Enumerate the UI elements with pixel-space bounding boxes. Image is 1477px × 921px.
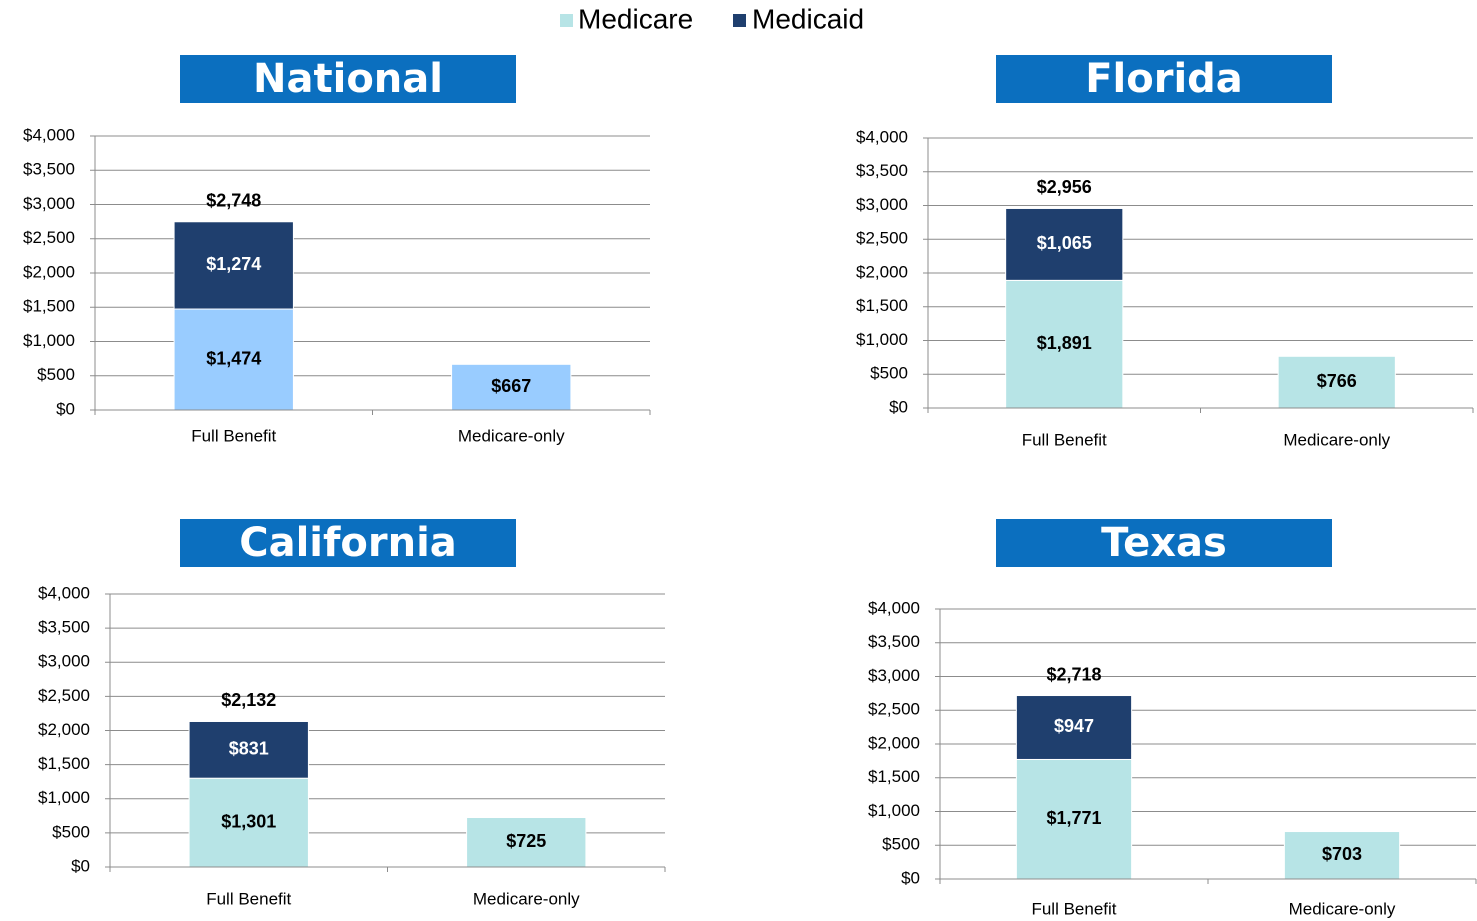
x-tick-label: Full Benefit — [1031, 899, 1116, 918]
value-label: $831 — [229, 739, 269, 759]
y-tick-label: $3,500 — [38, 618, 90, 637]
total-label: $2,956 — [1037, 177, 1092, 197]
legend-swatch — [560, 14, 573, 27]
legend-label: Medicare — [578, 3, 693, 34]
y-tick-label: $2,500 — [856, 229, 908, 248]
total-label: $2,718 — [1046, 664, 1101, 684]
title-box — [180, 519, 516, 567]
x-tick-label: Full Benefit — [191, 426, 276, 445]
y-tick-label: $2,000 — [868, 733, 920, 752]
y-tick-label: $1,500 — [856, 296, 908, 315]
y-tick-label: $500 — [37, 365, 75, 384]
chart-title: Texas — [1101, 520, 1227, 566]
bar-segment — [173, 221, 294, 310]
title-box — [996, 519, 1332, 567]
title-box — [180, 55, 516, 103]
y-tick-label: $2,500 — [38, 686, 90, 705]
bar-segment — [1005, 207, 1124, 281]
total-label: $2,132 — [221, 690, 276, 710]
legend-label: Medicaid — [752, 3, 864, 34]
bar-segment — [466, 817, 587, 868]
y-tick-label: $2,500 — [23, 228, 75, 247]
y-tick-label: $0 — [901, 868, 920, 887]
y-tick-label: $4,000 — [868, 598, 920, 617]
y-tick-label: $0 — [71, 856, 90, 875]
y-tick-label: $500 — [52, 822, 90, 841]
x-tick-label: Full Benefit — [206, 889, 291, 908]
legend-swatch — [733, 14, 746, 27]
y-tick-label: $4,000 — [856, 127, 908, 146]
bar-segment — [1283, 831, 1401, 880]
x-tick-label: Medicare-only — [473, 889, 580, 908]
y-tick-label: $1,000 — [38, 788, 90, 807]
y-tick-label: $2,000 — [856, 262, 908, 281]
value-label: $1,474 — [206, 348, 261, 368]
value-label: $1,891 — [1037, 333, 1092, 353]
chart-title: Florida — [1085, 56, 1243, 102]
value-label: $667 — [491, 376, 531, 396]
y-tick-label: $500 — [882, 835, 920, 854]
y-tick-label: $2,500 — [868, 700, 920, 719]
y-tick-label: $3,500 — [23, 160, 75, 179]
y-tick-label: $3,500 — [856, 161, 908, 180]
y-tick-label: $4,000 — [23, 125, 75, 144]
y-tick-label: $3,000 — [38, 652, 90, 671]
chart-title: National — [253, 56, 443, 102]
value-label: $725 — [506, 831, 546, 851]
y-tick-label: $1,000 — [856, 330, 908, 349]
y-tick-label: $1,000 — [23, 331, 75, 350]
chart-title: California — [239, 520, 457, 566]
y-tick-label: $3,000 — [868, 666, 920, 685]
value-label: $947 — [1054, 716, 1094, 736]
x-tick-label: Full Benefit — [1022, 430, 1107, 449]
value-label: $1,771 — [1046, 808, 1101, 828]
x-tick-label: Medicare-only — [458, 426, 565, 445]
y-tick-label: $4,000 — [38, 583, 90, 602]
bar-segment — [188, 720, 309, 779]
y-tick-label: $3,500 — [868, 632, 920, 651]
y-tick-label: $3,000 — [23, 194, 75, 213]
y-tick-label: $500 — [870, 364, 908, 383]
x-tick-label: Medicare-only — [1289, 899, 1396, 918]
x-tick-label: Medicare-only — [1283, 430, 1390, 449]
value-label: $1,274 — [206, 254, 261, 274]
y-tick-label: $1,500 — [38, 754, 90, 773]
value-label: $1,065 — [1037, 233, 1092, 253]
bar-segment — [1015, 695, 1133, 760]
bar-segment — [1015, 758, 1133, 880]
y-tick-label: $0 — [56, 399, 75, 418]
value-label: $1,301 — [221, 811, 276, 831]
y-tick-label: $1,000 — [868, 801, 920, 820]
value-label: $766 — [1317, 371, 1357, 391]
y-tick-label: $0 — [889, 397, 908, 416]
total-label: $2,748 — [206, 191, 261, 211]
y-tick-label: $1,500 — [23, 297, 75, 316]
y-tick-label: $2,000 — [23, 262, 75, 281]
y-tick-label: $1,500 — [868, 767, 920, 786]
y-tick-label: $2,000 — [38, 720, 90, 739]
title-box — [996, 55, 1332, 103]
y-tick-label: $3,000 — [856, 195, 908, 214]
bar-segment — [188, 777, 309, 868]
value-label: $703 — [1322, 844, 1362, 864]
